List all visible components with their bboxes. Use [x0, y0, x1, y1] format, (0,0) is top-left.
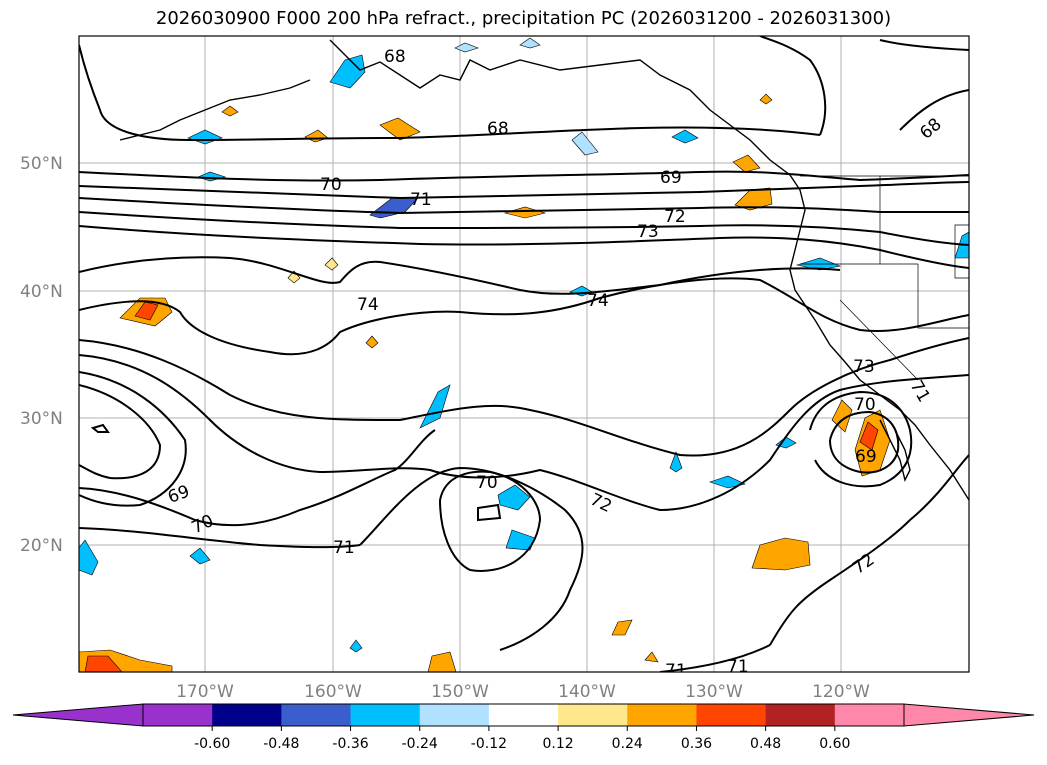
precip-cell [571, 131, 599, 156]
precip-cell [349, 639, 363, 653]
colorbar-swatch [143, 704, 213, 726]
map-frame [78, 35, 970, 673]
precip-cell [427, 651, 457, 672]
precip-cell [611, 619, 633, 636]
contour-label: 74 [587, 291, 609, 311]
lat-label: 40°N [20, 282, 63, 302]
colorbar-swatch [558, 704, 628, 726]
contour-labels: 68 68 68 69 69 69 70 70 70 70 71 71 71 7… [165, 47, 945, 681]
contour-label: 73 [637, 222, 659, 242]
latitude-labels: 50°N 40°N 30°N 20°N [20, 154, 63, 556]
colorbar-swatch [419, 704, 490, 726]
longitude-labels: 170°W 160°W 150°W 140°W 130°W 120°W [176, 682, 870, 702]
lat-label: 30°N [20, 409, 63, 429]
lon-label: 170°W [176, 682, 234, 702]
colorbar-swatch [627, 704, 697, 726]
contour-label: 74 [357, 295, 379, 315]
colorbar-swatch [350, 704, 421, 726]
colorbar-swatch [281, 704, 352, 726]
contour-label: 70 [320, 175, 342, 195]
colorbar-tick-label: 0.12 [543, 736, 574, 752]
colorbar-tick-label: 0.60 [819, 736, 850, 752]
contour-label: 71 [665, 661, 687, 681]
contour-label: 71 [333, 538, 355, 558]
colorbar-tick-label: -0.48 [263, 736, 299, 752]
contour-label: 69 [660, 168, 682, 188]
colorbar-swatch [212, 704, 282, 726]
colorbar-swatch [488, 704, 559, 726]
precip-cell [671, 129, 699, 144]
map-title: 2026030900 F000 200 hPa refract., precip… [155, 8, 892, 29]
precipitation-shading [79, 37, 969, 672]
lon-label: 130°W [685, 682, 743, 702]
colorbar-swatch [696, 704, 767, 726]
precip-cell [454, 42, 479, 53]
precip-cell [379, 117, 421, 141]
precip-cell [221, 105, 239, 117]
contour-label: 68 [384, 47, 406, 67]
contour-label: 70 [854, 395, 876, 415]
map-panel [79, 36, 969, 672]
lon-label: 150°W [431, 682, 489, 702]
precip-cell [751, 537, 811, 571]
colorbar-tick-label: 0.36 [681, 736, 712, 752]
contour-label: 72 [664, 207, 686, 227]
precip-cell [189, 547, 211, 565]
colorbar-swatch [765, 704, 836, 726]
precip-cell [859, 421, 879, 451]
precip-cell [79, 539, 99, 576]
colorbar-tick-label: -0.60 [194, 736, 230, 752]
contour-label: 71 [410, 190, 432, 210]
colorbar-over-arrow [903, 703, 1035, 727]
precip-cell [732, 154, 761, 173]
contour-label: 70 [476, 473, 498, 493]
precip-cell [365, 335, 379, 349]
colorbar-swatch [834, 704, 905, 726]
lat-label: 50°N [20, 154, 63, 174]
colorbar-tick-label: -0.36 [332, 736, 368, 752]
precip-cell [419, 384, 451, 429]
precip-cell [709, 475, 746, 489]
colorbar-outline [142, 703, 905, 727]
colorbar-under-arrow [12, 703, 144, 727]
precip-cell [134, 301, 159, 321]
precip-cell [519, 37, 541, 49]
lon-label: 160°W [304, 682, 362, 702]
contour-label: 71 [727, 657, 749, 677]
contour-label: 68 [487, 119, 509, 139]
precip-cell [84, 655, 123, 672]
colorbar-tick-label: -0.24 [402, 736, 438, 752]
precip-cell [497, 484, 531, 511]
precip-cell [324, 257, 339, 271]
precip-cell [329, 54, 366, 89]
graticule [79, 36, 969, 672]
precip-cell [734, 187, 773, 211]
colorbar-tick-label: 0.48 [750, 736, 781, 752]
colorbar-tick-label: 0.24 [612, 736, 643, 752]
precip-cell [669, 451, 683, 473]
precip-cell [759, 93, 773, 105]
coastlines [119, 39, 969, 501]
contour-label: 73 [853, 357, 875, 377]
precip-cell [644, 651, 659, 663]
lon-label: 140°W [558, 682, 616, 702]
contour-label: 69 [855, 447, 877, 467]
lat-label: 20°N [20, 536, 63, 556]
refractivity-contours [79, 36, 969, 672]
colorbar: -0.60 -0.48 -0.36 -0.24 -0.12 0.12 0.24 0.36 0.4… [12, 703, 1035, 752]
precip-cell [503, 206, 547, 219]
colorbar-tick-label: -0.12 [471, 736, 507, 752]
lon-label: 120°W [812, 682, 870, 702]
